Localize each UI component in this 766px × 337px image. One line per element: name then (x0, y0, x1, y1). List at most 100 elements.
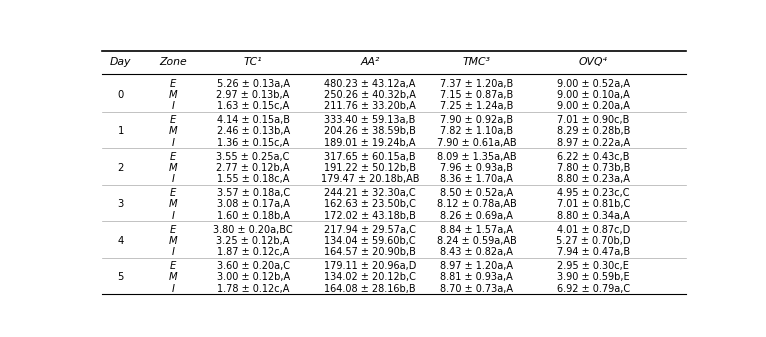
Text: 2.97 ± 0.13b,A: 2.97 ± 0.13b,A (217, 90, 290, 100)
Text: E: E (170, 188, 176, 198)
Text: 7.94 ± 0.47a,B: 7.94 ± 0.47a,B (557, 247, 630, 257)
Text: 7.01 ± 0.90c,B: 7.01 ± 0.90c,B (557, 115, 630, 125)
Text: 3.08 ± 0.17a,A: 3.08 ± 0.17a,A (217, 200, 290, 209)
Text: 2.77 ± 0.12b,A: 2.77 ± 0.12b,A (216, 163, 290, 173)
Text: 8.80 ± 0.34a,A: 8.80 ± 0.34a,A (557, 211, 630, 221)
Text: 4.14 ± 0.15a,B: 4.14 ± 0.15a,B (217, 115, 290, 125)
Text: 1.78 ± 0.12c,A: 1.78 ± 0.12c,A (217, 283, 290, 294)
Text: 333.40 ± 59.13a,B: 333.40 ± 59.13a,B (324, 115, 416, 125)
Text: 3: 3 (117, 200, 124, 209)
Text: AA²: AA² (360, 58, 380, 67)
Text: 1.87 ± 0.12c,A: 1.87 ± 0.12c,A (217, 247, 290, 257)
Text: 1.36 ± 0.15c,A: 1.36 ± 0.15c,A (217, 138, 290, 148)
Text: I: I (172, 283, 175, 294)
Text: 7.82 ± 1.10a,B: 7.82 ± 1.10a,B (440, 126, 513, 136)
Text: 8.97 ± 0.22a,A: 8.97 ± 0.22a,A (557, 138, 630, 148)
Text: 2: 2 (117, 163, 124, 173)
Text: M: M (169, 163, 177, 173)
Text: 3.80 ± 0.20a,BC: 3.80 ± 0.20a,BC (213, 224, 293, 235)
Text: 4: 4 (117, 236, 124, 246)
Text: 3.00 ± 0.12b,A: 3.00 ± 0.12b,A (217, 272, 290, 282)
Text: E: E (170, 261, 176, 271)
Text: I: I (172, 247, 175, 257)
Text: 2.46 ± 0.13b,A: 2.46 ± 0.13b,A (217, 126, 290, 136)
Text: 8.81 ± 0.93a,A: 8.81 ± 0.93a,A (440, 272, 513, 282)
Text: 3.60 ± 0.20a,C: 3.60 ± 0.20a,C (217, 261, 290, 271)
Text: 9.00 ± 0.10a,A: 9.00 ± 0.10a,A (557, 90, 630, 100)
Text: 4.95 ± 0.23c,C: 4.95 ± 0.23c,C (557, 188, 630, 198)
Text: 191.22 ± 50.12b,B: 191.22 ± 50.12b,B (324, 163, 416, 173)
Text: E: E (170, 115, 176, 125)
Text: 179.47 ± 20.18b,AB: 179.47 ± 20.18b,AB (321, 174, 419, 184)
Text: 317.65 ± 60.15a,B: 317.65 ± 60.15a,B (324, 152, 416, 162)
Text: 3.25 ± 0.12b,A: 3.25 ± 0.12b,A (216, 236, 290, 246)
Text: 8.12 ± 0.78a,AB: 8.12 ± 0.78a,AB (437, 200, 517, 209)
Text: 7.37 ± 1.20a,B: 7.37 ± 1.20a,B (440, 79, 513, 89)
Text: 8.80 ± 0.23a,A: 8.80 ± 0.23a,A (557, 174, 630, 184)
Text: 5: 5 (117, 272, 124, 282)
Text: M: M (169, 236, 177, 246)
Text: 164.57 ± 20.90b,B: 164.57 ± 20.90b,B (324, 247, 416, 257)
Text: 8.43 ± 0.82a,A: 8.43 ± 0.82a,A (440, 247, 513, 257)
Text: E: E (170, 224, 176, 235)
Text: 164.08 ± 28.16b,B: 164.08 ± 28.16b,B (324, 283, 416, 294)
Text: 1.55 ± 0.18c,A: 1.55 ± 0.18c,A (217, 174, 290, 184)
Text: 217.94 ± 29.57a,C: 217.94 ± 29.57a,C (324, 224, 416, 235)
Text: 6.92 ± 0.79a,C: 6.92 ± 0.79a,C (557, 283, 630, 294)
Text: 9.00 ± 0.20a,A: 9.00 ± 0.20a,A (557, 101, 630, 111)
Text: 3.57 ± 0.18a,C: 3.57 ± 0.18a,C (217, 188, 290, 198)
Text: I: I (172, 174, 175, 184)
Text: 8.26 ± 0.69a,A: 8.26 ± 0.69a,A (440, 211, 513, 221)
Text: E: E (170, 152, 176, 162)
Text: 244.21 ± 32.30a,C: 244.21 ± 32.30a,C (324, 188, 416, 198)
Text: E: E (170, 79, 176, 89)
Text: OVQ⁴: OVQ⁴ (579, 58, 607, 67)
Text: I: I (172, 138, 175, 148)
Text: 8.24 ± 0.59a,AB: 8.24 ± 0.59a,AB (437, 236, 517, 246)
Text: I: I (172, 101, 175, 111)
Text: 1.60 ± 0.18b,A: 1.60 ± 0.18b,A (217, 211, 290, 221)
Text: 7.80 ± 0.73b,B: 7.80 ± 0.73b,B (557, 163, 630, 173)
Text: 8.09 ± 1.35a,AB: 8.09 ± 1.35a,AB (437, 152, 517, 162)
Text: M: M (169, 200, 177, 209)
Text: 7.15 ± 0.87a,B: 7.15 ± 0.87a,B (440, 90, 513, 100)
Text: Zone: Zone (159, 58, 187, 67)
Text: M: M (169, 272, 177, 282)
Text: 1: 1 (117, 126, 124, 136)
Text: 5.27 ± 0.70b,D: 5.27 ± 0.70b,D (556, 236, 630, 246)
Text: 7.90 ± 0.92a,B: 7.90 ± 0.92a,B (440, 115, 513, 125)
Text: 7.90 ± 0.61a,AB: 7.90 ± 0.61a,AB (437, 138, 517, 148)
Text: 172.02 ± 43.18b,B: 172.02 ± 43.18b,B (324, 211, 416, 221)
Text: 4.01 ± 0.87c,D: 4.01 ± 0.87c,D (557, 224, 630, 235)
Text: M: M (169, 126, 177, 136)
Text: 7.96 ± 0.93a,B: 7.96 ± 0.93a,B (440, 163, 513, 173)
Text: 0: 0 (117, 90, 124, 100)
Text: 162.63 ± 23.50b,C: 162.63 ± 23.50b,C (324, 200, 416, 209)
Text: 9.00 ± 0.52a,A: 9.00 ± 0.52a,A (557, 79, 630, 89)
Text: 8.50 ± 0.52a,A: 8.50 ± 0.52a,A (440, 188, 513, 198)
Text: 7.25 ± 1.24a,B: 7.25 ± 1.24a,B (440, 101, 513, 111)
Text: 211.76 ± 33.20b,A: 211.76 ± 33.20b,A (324, 101, 416, 111)
Text: 3.90 ± 0.59b,E: 3.90 ± 0.59b,E (557, 272, 630, 282)
Text: 1.63 ± 0.15c,A: 1.63 ± 0.15c,A (217, 101, 290, 111)
Text: 2.95 ± 0.30c,E: 2.95 ± 0.30c,E (558, 261, 629, 271)
Text: 7.01 ± 0.81b,C: 7.01 ± 0.81b,C (557, 200, 630, 209)
Text: 179.11 ± 20.96a,D: 179.11 ± 20.96a,D (324, 261, 416, 271)
Text: 6.22 ± 0.43c,B: 6.22 ± 0.43c,B (557, 152, 630, 162)
Text: 5.26 ± 0.13a,A: 5.26 ± 0.13a,A (217, 79, 290, 89)
Text: 134.04 ± 59.60b,C: 134.04 ± 59.60b,C (324, 236, 416, 246)
Text: 3.55 ± 0.25a,C: 3.55 ± 0.25a,C (216, 152, 290, 162)
Text: 189.01 ± 19.24b,A: 189.01 ± 19.24b,A (324, 138, 416, 148)
Text: 8.84 ± 1.57a,A: 8.84 ± 1.57a,A (440, 224, 513, 235)
Text: 250.26 ± 40.32b,A: 250.26 ± 40.32b,A (324, 90, 416, 100)
Text: TC¹: TC¹ (244, 58, 263, 67)
Text: 204.26 ± 38.59b,B: 204.26 ± 38.59b,B (324, 126, 416, 136)
Text: I: I (172, 211, 175, 221)
Text: TMC³: TMC³ (463, 58, 491, 67)
Text: Day: Day (110, 58, 132, 67)
Text: 8.29 ± 0.28b,B: 8.29 ± 0.28b,B (557, 126, 630, 136)
Text: 8.70 ± 0.73a,A: 8.70 ± 0.73a,A (440, 283, 513, 294)
Text: M: M (169, 90, 177, 100)
Text: 134.02 ± 20.12b,C: 134.02 ± 20.12b,C (324, 272, 416, 282)
Text: 480.23 ± 43.12a,A: 480.23 ± 43.12a,A (324, 79, 416, 89)
